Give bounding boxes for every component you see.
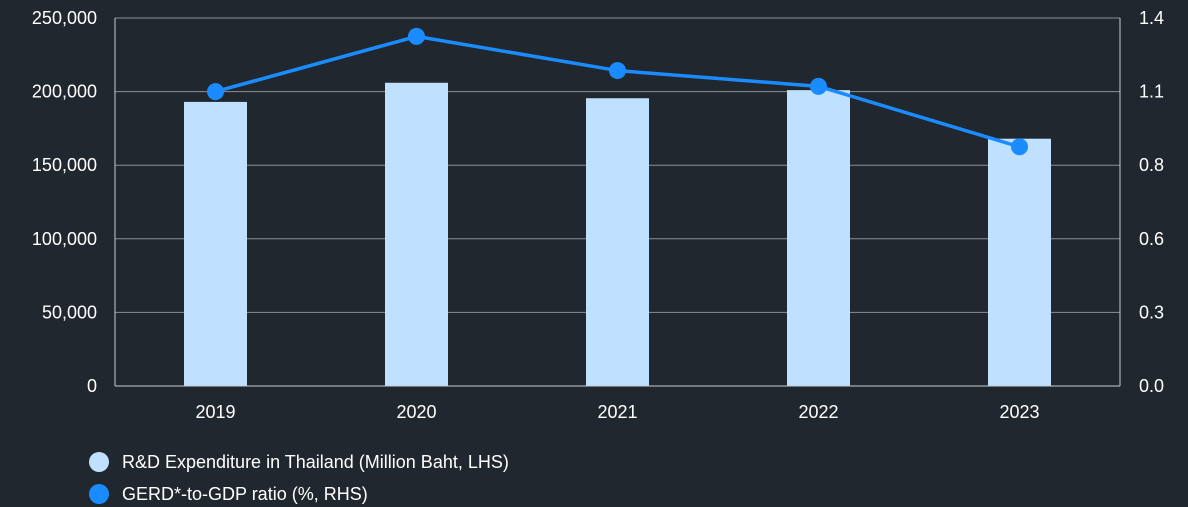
y-left-tick-label: 150,000	[32, 155, 97, 175]
y-right-tick-label: 0.0	[1139, 376, 1164, 396]
y-left-tick-label: 0	[87, 376, 97, 396]
bar	[988, 138, 1051, 386]
legend-swatch-line	[89, 484, 109, 504]
line-point	[1011, 138, 1028, 156]
y-left-tick-label: 200,000	[32, 82, 97, 102]
x-tick-label: 2020	[396, 402, 436, 422]
y-left-tick-label: 50,000	[42, 302, 97, 322]
y-right-tick-label: 1.4	[1139, 8, 1164, 28]
y-right-tick-label: 1.1	[1139, 82, 1164, 102]
bar	[787, 90, 850, 387]
y-right-tick-label: 0.3	[1139, 302, 1164, 322]
x-tick-label: 2019	[195, 402, 235, 422]
bar	[385, 82, 448, 386]
x-tick-label: 2022	[798, 402, 838, 422]
line-point	[408, 27, 425, 45]
line-point	[207, 83, 224, 101]
line-series	[207, 27, 1028, 156]
bar	[184, 101, 247, 387]
y-right-tick-label: 0.6	[1139, 229, 1164, 249]
bar-series	[184, 82, 1051, 387]
y-right-tick-label: 0.8	[1139, 155, 1164, 175]
x-tick-label: 2023	[999, 402, 1039, 422]
line-point	[609, 62, 626, 80]
legend-swatch-bar	[89, 452, 109, 472]
line-point	[810, 77, 827, 95]
y-left-tick-label: 100,000	[32, 229, 97, 249]
legend-label-line: GERD*-to-GDP ratio (%, RHS)	[122, 484, 368, 504]
legend-label-bar: R&D Expenditure in Thailand (Million Bah…	[122, 452, 509, 472]
y-left-tick-label: 250,000	[32, 8, 97, 28]
x-tick-label: 2021	[597, 402, 637, 422]
bar	[586, 98, 649, 386]
axes: 0 50,000 100,000 150,000 200,000 250,000 0.0 0.…	[32, 8, 1164, 422]
legend: R&D Expenditure in Thailand (Million Bah…	[89, 452, 509, 504]
